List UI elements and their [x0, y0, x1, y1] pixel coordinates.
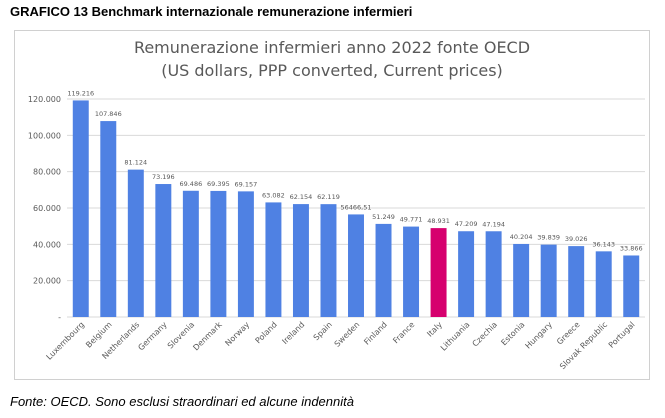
chart-title-line-2: (US dollars, PPP converted, Current pric…: [161, 61, 503, 80]
value-label: 39.026: [565, 235, 588, 243]
x-tick-label: Italy: [425, 320, 444, 339]
x-tick-label: Ireland: [280, 320, 306, 346]
bar-chart: Remunerazione infermieri anno 2022 fonte…: [28, 38, 645, 371]
y-tick-label: 80.000: [33, 168, 61, 177]
value-label: 48.931: [427, 217, 450, 225]
chart-title-line-1: Remunerazione infermieri anno 2022 fonte…: [134, 38, 530, 57]
bar-hungary: [540, 244, 557, 317]
bar-lithuania: [458, 231, 475, 317]
bar-finland: [375, 223, 392, 317]
bar-luxembourg: [72, 100, 89, 318]
x-tick-label: Portugal: [607, 320, 637, 350]
value-label: 33.866: [620, 244, 643, 252]
x-tick-label: Greece: [555, 320, 582, 347]
x-tick-label: Hungary: [524, 320, 555, 351]
value-label: 81.124: [124, 159, 147, 167]
x-tick-label: Norway: [223, 320, 251, 348]
y-tick-label: 40.000: [33, 240, 61, 249]
value-label: 40.204: [510, 233, 533, 241]
x-tick-label: Slovak Republic: [558, 320, 609, 371]
figure-heading: GRAFICO 13 Benchmark internazionale remu…: [10, 4, 413, 19]
x-tick-label: Lithuania: [439, 320, 472, 353]
value-label: 62.119: [317, 193, 340, 201]
bar-estonia: [513, 243, 530, 317]
bar-sweden: [348, 214, 364, 317]
y-tick-label: 60.000: [33, 204, 61, 213]
bar-germany: [155, 184, 172, 317]
x-tick-label: Poland: [254, 320, 279, 345]
bar-italy: [430, 228, 447, 317]
bar-ireland: [292, 204, 309, 317]
x-tick-label: France: [391, 320, 416, 345]
value-label: 62.154: [290, 193, 313, 201]
value-label: 107.846: [95, 110, 122, 118]
y-tick-label: 100.000: [28, 131, 61, 140]
value-label: 73.196: [152, 173, 175, 181]
value-labels: 119.216 107.846 81.124 73.196 69.486 69.395 69…: [67, 89, 642, 252]
bar-norway: [237, 191, 254, 317]
y-axis-tick-labels: - 20.000 40.000 60.000 80.000 100.000 120.000: [28, 95, 61, 322]
bar-czechia: [485, 231, 502, 317]
y-tick-label: 20.000: [33, 277, 61, 286]
y-tick-label: -: [58, 313, 61, 322]
bar-netherlands: [127, 169, 144, 317]
bar-denmark: [210, 190, 227, 317]
bar-spain: [320, 204, 337, 317]
value-label: 69.486: [179, 180, 202, 188]
value-label: 39.839: [537, 234, 560, 242]
value-label: 69.395: [207, 180, 230, 188]
x-tick-label: Spain: [312, 320, 334, 342]
x-tick-label: Germany: [136, 320, 169, 353]
x-tick-label: Finland: [362, 320, 389, 347]
chart-frame: Remunerazione infermieri anno 2022 fonte…: [14, 30, 650, 380]
bar-greece: [568, 246, 585, 317]
source-caption: Fonte: OECD. Sono esclusi straordinari e…: [10, 394, 354, 409]
bar-belgium: [100, 121, 117, 317]
value-label: 69.157: [235, 180, 258, 188]
bars: [72, 100, 640, 318]
bar-slovenia: [182, 190, 199, 317]
value-label: 36.143: [592, 240, 615, 248]
value-label: 47.194: [482, 220, 505, 228]
bar-france: [403, 226, 420, 317]
value-label: 49.771: [400, 216, 423, 224]
x-tick-label: Denmark: [191, 320, 224, 353]
x-tick-label: Luxembourg: [45, 320, 87, 362]
value-label: 51.249: [372, 213, 395, 221]
bar-portugal: [623, 255, 640, 317]
value-label: 56466,51: [340, 203, 371, 211]
y-tick-label: 120.000: [28, 95, 61, 104]
x-axis-tick-labels: LuxembourgBelgiumNetherlandsGermanySlove…: [45, 320, 637, 371]
x-tick-label: Sweden: [333, 320, 362, 349]
bar-poland: [265, 202, 282, 317]
value-label: 47.209: [455, 220, 478, 228]
x-tick-label: Estonia: [499, 320, 526, 347]
value-label: 63.082: [262, 191, 285, 199]
value-label: 119.216: [67, 89, 94, 97]
bar-slovak-republic: [595, 251, 612, 317]
x-tick-label: Czechia: [471, 320, 500, 349]
